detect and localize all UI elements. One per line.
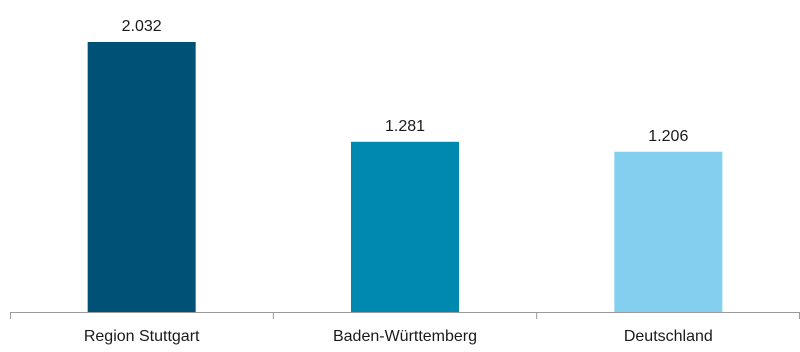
bar-2	[614, 151, 723, 312]
value-label-1: 1.281	[385, 118, 425, 135]
x-tick-labels: Region Stuttgart Baden-Württemberg Deutsch…	[84, 328, 713, 345]
category-label-1: Baden-Württemberg	[333, 328, 477, 345]
bars-group	[87, 42, 723, 312]
x-axis	[10, 312, 800, 319]
value-label-2: 1.206	[648, 128, 688, 145]
bar-0	[87, 42, 196, 312]
bar-1	[351, 141, 459, 312]
category-label-2: Deutschland	[624, 328, 713, 345]
value-labels-group: 2.032 1.281 1.206	[122, 18, 689, 145]
category-label-0: Region Stuttgart	[84, 328, 200, 345]
value-label-0: 2.032	[122, 18, 162, 35]
